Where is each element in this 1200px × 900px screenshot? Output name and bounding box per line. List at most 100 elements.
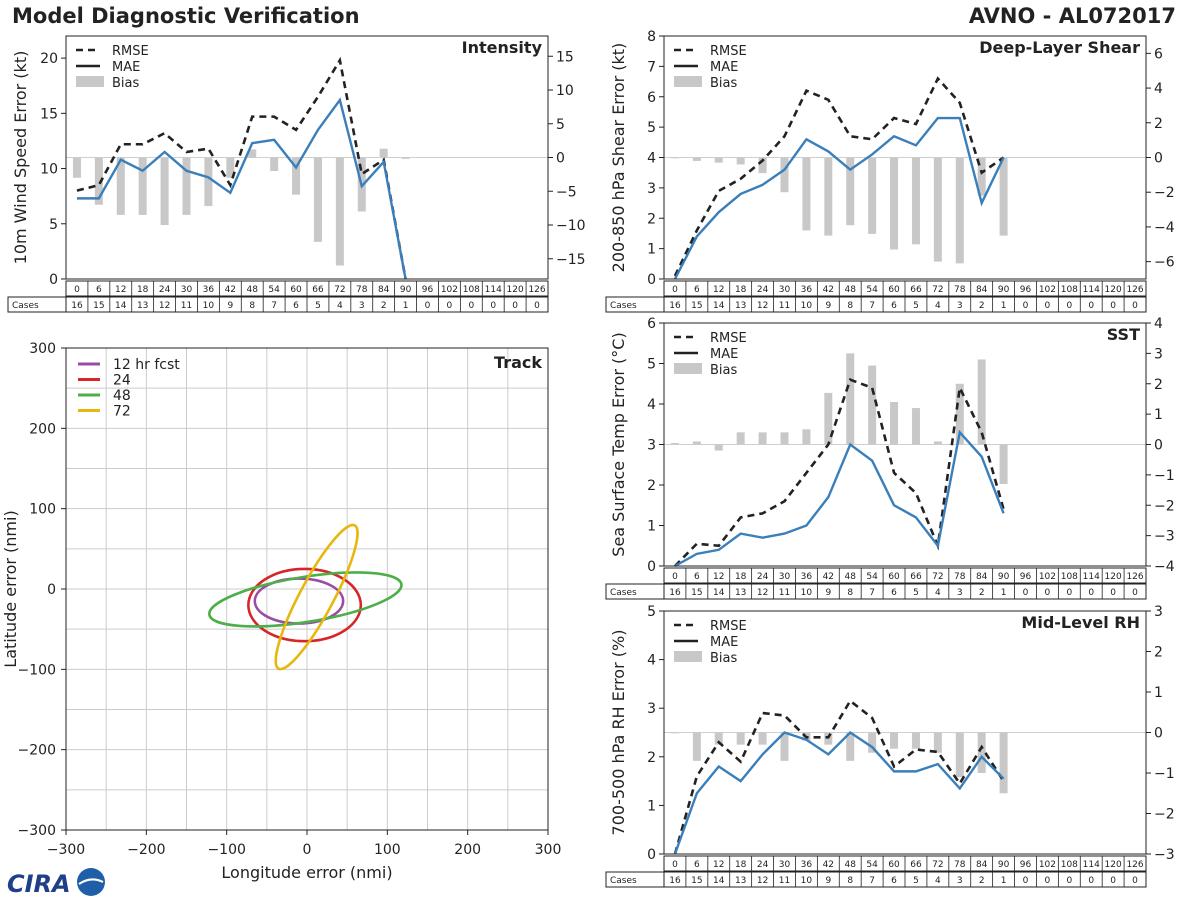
case-count-label: 15 — [93, 301, 104, 311]
rmse-series-line — [76, 56, 407, 280]
lead-hour-label: 0 — [672, 285, 678, 295]
case-count-label: 8 — [847, 876, 853, 886]
lead-hour-label: 66 — [910, 572, 922, 582]
lead-hour-label: 54 — [866, 285, 878, 295]
right-tick-label: 0 — [556, 151, 565, 167]
x-tick-label: 100 — [374, 842, 401, 858]
bias-bar — [955, 383, 964, 445]
case-count-label: 7 — [869, 588, 875, 598]
bias-bar — [670, 157, 679, 159]
case-count-label: 3 — [359, 301, 365, 311]
bias-bar — [138, 157, 147, 215]
bias-bar — [955, 732, 964, 778]
case-count-label: 5 — [315, 301, 321, 311]
case-count-label: 10 — [801, 301, 813, 311]
case-count-label: 1 — [1001, 588, 1007, 598]
mae-series-line — [674, 429, 1005, 568]
rmse-series-line — [674, 378, 1005, 567]
ellipse-48hr — [208, 571, 403, 628]
bias-bar — [736, 732, 745, 745]
y-axis-label: 10m Wind Speed Error (kt) — [11, 51, 30, 265]
mae-series-line — [673, 730, 1005, 855]
bias-bar — [846, 157, 855, 226]
bias-bar — [226, 157, 235, 178]
right-tick-label: −2 — [1154, 185, 1175, 201]
lead-hour-label: 6 — [694, 285, 700, 295]
lead-hour-label: 114 — [1083, 285, 1100, 295]
bias-bar — [868, 732, 877, 753]
cases-label: Cases — [610, 876, 637, 886]
bias-bar — [824, 157, 833, 236]
legend-bias-swatch — [674, 76, 702, 87]
panel-track: −300 −200 −100 0 100 200 300 −300 −200 −100 0 100 20… — [1, 341, 561, 882]
case-count-label: 9 — [825, 301, 831, 311]
lead-hour-label: 18 — [137, 285, 149, 295]
lead-hour-label: 66 — [910, 285, 922, 295]
bias-bar — [692, 441, 701, 445]
case-count-label: 16 — [669, 876, 681, 886]
left-tick-label: 0 — [49, 272, 58, 288]
case-count-label: 11 — [181, 301, 192, 311]
lead-hour-label: 60 — [290, 285, 302, 295]
y-axis-label: Sea Surface Temp Error (°C) — [609, 332, 628, 556]
case-count-label: 6 — [891, 588, 897, 598]
lead-hour-label: 72 — [932, 860, 943, 870]
right-tick-label: 4 — [1154, 81, 1163, 97]
lead-hour-label: 24 — [757, 860, 769, 870]
lead-hour-label: 102 — [1039, 572, 1056, 582]
bias-bar — [72, 157, 81, 178]
case-count-label: 7 — [271, 301, 277, 311]
case-count-label: 0 — [512, 301, 518, 311]
lead-hour-label: 114 — [485, 285, 502, 295]
lead-hour-label: 90 — [998, 860, 1010, 870]
case-count-label: 0 — [1110, 876, 1116, 886]
left-tick-label: 2 — [647, 750, 656, 766]
right-tick-label: 0 — [1154, 726, 1163, 742]
left-tick-label: 0 — [647, 272, 656, 288]
bias-bar — [292, 157, 301, 195]
right-tick-label: −3 — [1154, 529, 1175, 545]
lead-hour-label: 90 — [998, 285, 1010, 295]
case-count-label: 0 — [1110, 301, 1116, 311]
lead-hour-label: 120 — [1105, 860, 1122, 870]
bias-bar — [933, 157, 942, 262]
lead-hour-label: 12 — [713, 572, 724, 582]
lead-hour-label: 78 — [954, 285, 966, 295]
case-count-label: 0 — [1023, 876, 1029, 886]
mae-series-line — [673, 116, 1005, 280]
legend-rmse-label: RMSE — [710, 331, 747, 346]
lead-hour-label: 120 — [1105, 285, 1122, 295]
bias-bar — [846, 732, 855, 761]
right-tick-label: −1 — [1154, 468, 1175, 484]
lead-hour-label: 84 — [976, 285, 988, 295]
bias-bar — [758, 732, 767, 745]
case-count-label: 7 — [869, 876, 875, 886]
rmse-series-line — [673, 76, 1005, 277]
legend-mae-label: MAE — [710, 347, 738, 362]
left-tick-label: 6 — [647, 316, 656, 332]
lead-hour-label: 0 — [74, 285, 80, 295]
cases-label: Cases — [610, 588, 637, 598]
left-tick-label: 1 — [647, 519, 656, 535]
right-tick-label: 6 — [1154, 46, 1163, 62]
lead-hour-label: 108 — [1061, 572, 1078, 582]
rmse-series-line — [673, 698, 1005, 855]
case-count-label: 0 — [1132, 588, 1138, 598]
lead-hour-label: 18 — [735, 860, 747, 870]
lead-hour-label: 84 — [976, 860, 988, 870]
case-count-label: 16 — [669, 588, 681, 598]
lead-hour-label: 78 — [356, 285, 368, 295]
case-count-label: 3 — [957, 588, 963, 598]
left-tick-label: 5 — [49, 217, 58, 233]
case-count-label: 4 — [935, 876, 941, 886]
ellipse-72hr — [274, 523, 359, 671]
y-tick-label: 200 — [29, 421, 56, 437]
ellipse-24hr — [247, 567, 363, 643]
bias-bar — [890, 157, 899, 250]
left-tick-label: 10 — [40, 162, 58, 178]
lead-hour-label: 54 — [866, 860, 878, 870]
case-count-label: 15 — [691, 876, 702, 886]
legend-bias-label: Bias — [112, 76, 139, 91]
